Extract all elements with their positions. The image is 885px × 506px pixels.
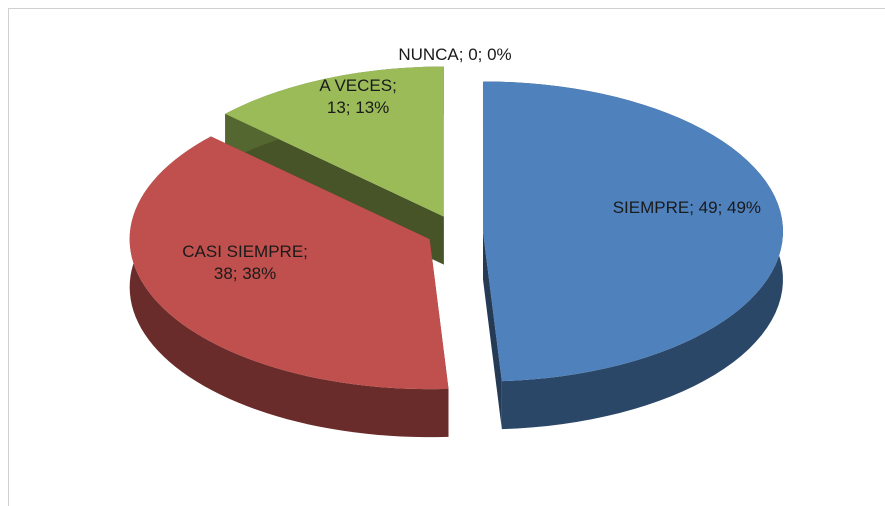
pie-slice-wall xyxy=(482,231,502,430)
data-label: A VECES; 13; 13% xyxy=(319,76,397,118)
pie-slice xyxy=(482,81,783,382)
pie-slice xyxy=(129,136,449,390)
data-label: NUNCA; 0; 0% xyxy=(398,45,512,64)
chart-border xyxy=(8,8,885,506)
data-label: SIEMPRE; 49; 49% xyxy=(612,198,762,218)
data-label: CASI SIEMPRE; 38; 38% xyxy=(182,241,308,283)
pie-slice xyxy=(225,66,444,217)
pie-slice-side xyxy=(129,136,449,438)
